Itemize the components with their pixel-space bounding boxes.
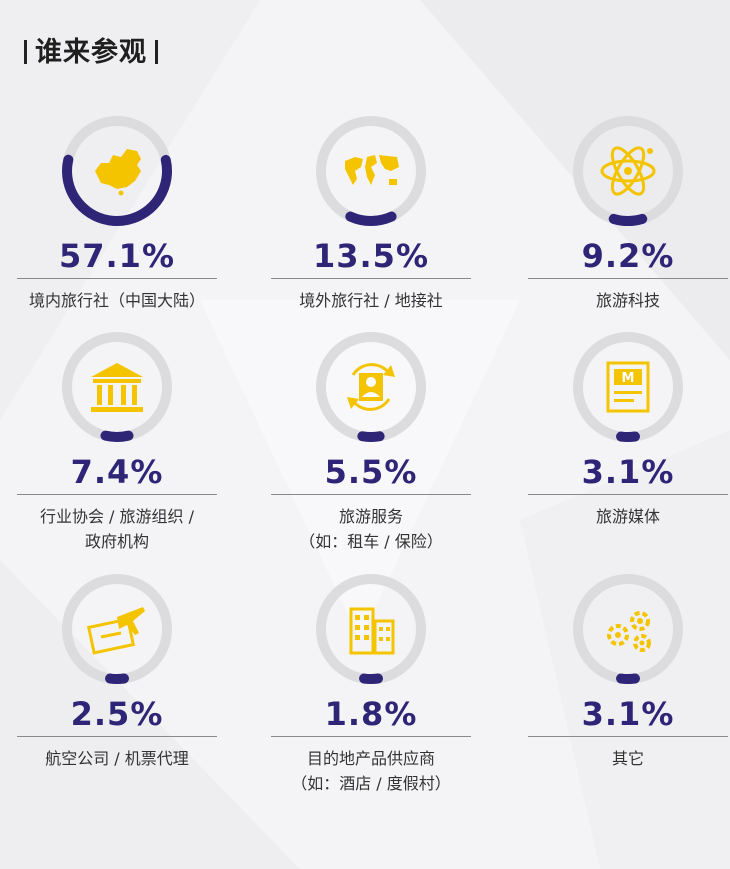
category-label-line1: 航空公司 / 机票代理 xyxy=(45,749,189,768)
world-map-icon xyxy=(345,155,399,185)
category-label-line1: 行业协会 / 旅游组织 / xyxy=(39,507,195,526)
divider xyxy=(271,736,471,737)
category-label-line2: （如：酒店 / 度假村） xyxy=(291,774,451,793)
divider xyxy=(528,736,728,737)
percent-ring xyxy=(316,574,426,684)
buildings-icon xyxy=(349,607,395,655)
category-label: 旅游科技 xyxy=(518,288,730,313)
percent-value: 3.1% xyxy=(581,695,675,733)
divider xyxy=(17,736,217,737)
percent-ring xyxy=(573,332,683,442)
percent-value: 7.4% xyxy=(70,453,164,491)
percent-ring xyxy=(316,332,426,442)
value-arc xyxy=(61,574,172,684)
divider xyxy=(271,278,471,279)
category-label-line1: 旅游媒体 xyxy=(595,507,660,526)
percent-value: 13.5% xyxy=(312,237,429,275)
value-arc xyxy=(316,116,426,226)
divider xyxy=(17,278,217,279)
divider xyxy=(271,494,471,495)
atom-icon xyxy=(600,146,656,196)
government-building-icon xyxy=(91,363,143,412)
value-arc xyxy=(573,574,683,684)
category-label-line1: 旅游服务 xyxy=(338,507,403,526)
value-arc xyxy=(62,116,172,226)
category-label-line2: 政府机构 xyxy=(84,532,149,551)
category-label: 旅游服务 （如：租车 / 保险） xyxy=(261,504,481,554)
value-arc xyxy=(573,332,683,442)
category-label-line1: 旅游科技 xyxy=(595,291,660,310)
percent-ring xyxy=(316,116,426,226)
category-label: 行业协会 / 旅游组织 / 政府机构 xyxy=(7,504,227,554)
percent-ring xyxy=(61,574,172,684)
category-label: 境内旅行社（中国大陆） xyxy=(7,288,227,313)
gears-icon xyxy=(607,611,651,652)
category-label: 其它 xyxy=(518,746,730,771)
percent-value: 1.8% xyxy=(324,695,418,733)
category-label: 旅游媒体 xyxy=(518,504,730,529)
percent-value: 5.5% xyxy=(324,453,418,491)
value-arc xyxy=(316,332,426,442)
china-map-icon xyxy=(95,149,141,196)
category-label-line1: 目的地产品供应商 xyxy=(306,749,435,768)
percent-ring xyxy=(573,574,683,684)
divider xyxy=(528,494,728,495)
percent-ring xyxy=(573,116,683,226)
category-label-line1: 境内旅行社（中国大陆） xyxy=(28,291,205,310)
percent-ring xyxy=(62,116,172,226)
airplane-ticket-icon xyxy=(87,607,145,655)
divider xyxy=(528,278,728,279)
value-arc xyxy=(61,332,172,442)
category-label: 目的地产品供应商 （如：酒店 / 度假村） xyxy=(261,746,481,796)
category-label: 境外旅行社 / 地接社 xyxy=(261,288,481,313)
percent-value: 57.1% xyxy=(58,237,175,275)
category-label: 航空公司 / 机票代理 xyxy=(7,746,227,771)
person-service-icon xyxy=(347,363,395,411)
divider xyxy=(17,494,217,495)
percent-value: 9.2% xyxy=(581,237,675,275)
value-arc xyxy=(316,574,426,684)
percent-value: 2.5% xyxy=(70,695,164,733)
page-title: 谁来参观 xyxy=(16,30,166,69)
magazine-icon: M xyxy=(606,361,650,413)
value-arc xyxy=(573,116,683,226)
percent-ring xyxy=(61,332,172,442)
percent-value: 3.1% xyxy=(581,453,675,491)
category-label-line1: 境外旅行社 / 地接社 xyxy=(299,291,443,310)
svg-text:M: M xyxy=(622,371,635,386)
category-label-line2: （如：租车 / 保险） xyxy=(299,532,443,551)
category-label-line1: 其它 xyxy=(611,749,644,768)
